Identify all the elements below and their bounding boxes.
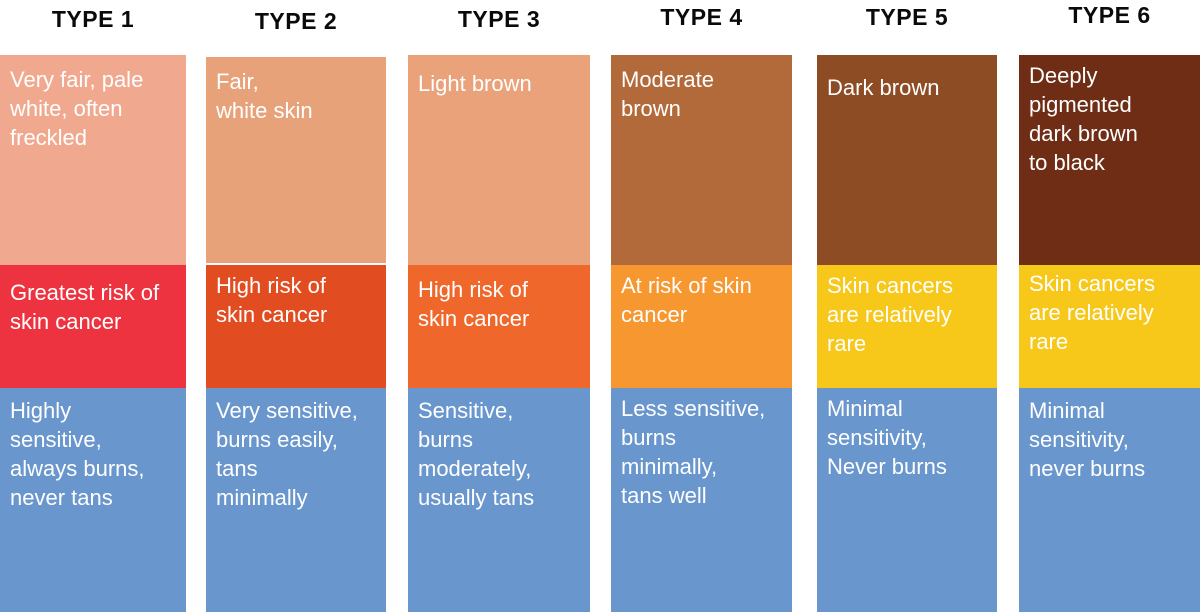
type-5-cancer-risk: Skin cancers are relatively rare: [817, 265, 997, 388]
type-5-sun-sensitivity: Minimal sensitivity, Never burns: [817, 388, 997, 612]
type-5-skin-description: Dark brown: [817, 55, 997, 265]
type-2-sun-sensitivity: Very sensitive, burns easily, tans minim…: [206, 388, 386, 612]
type-4-cancer-risk: At risk of skin cancer: [611, 265, 792, 388]
type-4-skin-description: Moderate brown: [611, 55, 792, 265]
type-1-sun-sensitivity: Highly sensitive, always burns, never ta…: [0, 388, 186, 612]
type-3-sun-sensitivity: Sensitive, burns moderately, usually tan…: [408, 388, 590, 612]
type-3-cancer-risk: High risk of skin cancer: [408, 265, 590, 388]
type-2-label: TYPE 2: [254, 8, 338, 34]
type-6-skin-description: Deeply pigmented dark brown to black: [1019, 55, 1200, 265]
type-3-skin-description: Light brown: [408, 55, 590, 265]
type-3-label: TYPE 3: [457, 6, 541, 32]
type-4-label: TYPE 4: [660, 4, 743, 30]
type-1-label: TYPE 1: [51, 6, 135, 32]
type-5-label: TYPE 5: [865, 4, 949, 30]
type-6-sun-sensitivity: Minimal sensitivity, never burns: [1019, 388, 1200, 612]
type-2-cancer-risk: High risk of skin cancer: [206, 265, 386, 388]
type-1-skin-description: Very fair, pale white, often freckled: [0, 55, 186, 265]
type-6-cancer-risk: Skin cancers are relatively rare: [1019, 265, 1200, 388]
type-6-label: TYPE 6: [1068, 2, 1151, 28]
type-1-cancer-risk: Greatest risk of skin cancer: [0, 265, 186, 388]
type-4-sun-sensitivity: Less sensitive, burns minimally, tans we…: [611, 388, 792, 612]
type-2-skin-description: Fair, white skin: [206, 57, 386, 263]
